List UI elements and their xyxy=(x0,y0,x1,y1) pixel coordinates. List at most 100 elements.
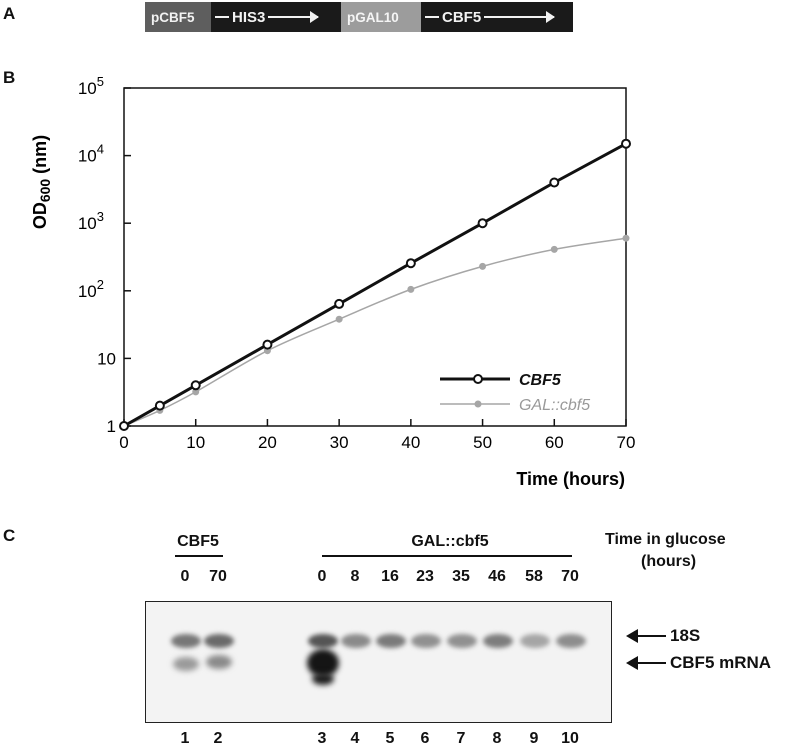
y-tick-label: 104 xyxy=(78,142,104,166)
arrow-right-icon xyxy=(484,11,556,23)
plot-frame xyxy=(123,87,627,427)
data-point-gal-cbf5 xyxy=(550,245,558,253)
lane-number: 8 xyxy=(492,730,502,747)
x-tick-label: 20 xyxy=(258,433,277,452)
lane-number: 3 xyxy=(317,730,327,747)
panel-label-b: B xyxy=(3,68,16,87)
chart-series xyxy=(119,138,631,431)
band-18s xyxy=(341,634,371,648)
x-tick-label: 0 xyxy=(119,433,128,452)
data-point-cbf5 xyxy=(549,177,560,188)
time-in-glucose-label: Time in glucose xyxy=(605,531,726,548)
marker-18s-label: 18S xyxy=(670,626,701,645)
band-18s xyxy=(483,634,513,648)
data-point-cbf5 xyxy=(405,258,416,269)
gene-cbf5: CBF5 xyxy=(421,2,573,32)
time-units-label: (hours) xyxy=(641,553,697,570)
arrow-right-icon xyxy=(268,11,320,23)
group-line-cbf5 xyxy=(175,555,223,557)
time-label: 16 xyxy=(381,568,399,585)
group-label-cbf5: CBF5 xyxy=(177,533,219,550)
chart-axes: 0 10 20 30 40 50 60 70 1 10 102 103 104 105 xyxy=(78,74,636,452)
data-point-cbf5 xyxy=(262,339,273,350)
band-18s xyxy=(308,634,338,648)
y-tick-label: 102 xyxy=(78,277,104,301)
x-tick-label: 50 xyxy=(473,433,492,452)
band-18s xyxy=(411,634,441,648)
lane-number: 4 xyxy=(350,730,360,747)
y-tick-label: 103 xyxy=(78,209,104,233)
promoter-pgal10: pGAL10 xyxy=(341,2,421,32)
legend-label: GAL::cbf5 xyxy=(519,397,590,414)
lane-number: 5 xyxy=(385,730,395,747)
group-line-gal-cbf5 xyxy=(322,555,572,557)
promoter-pcbf5: pCBF5 xyxy=(145,2,211,32)
lane-number: 6 xyxy=(420,730,430,747)
time-label: 70 xyxy=(561,568,579,585)
data-point-gal-cbf5 xyxy=(622,234,630,242)
band-18s xyxy=(447,634,477,648)
lane-number: 7 xyxy=(456,730,466,747)
band-18s xyxy=(376,634,406,648)
time-label: 58 xyxy=(525,568,543,585)
lane-number: 1 xyxy=(180,730,190,747)
legend-marker xyxy=(474,400,482,408)
x-tick-label: 60 xyxy=(545,433,564,452)
x-tick-label: 40 xyxy=(401,433,420,452)
data-point-cbf5 xyxy=(477,218,488,229)
data-point-cbf5 xyxy=(621,138,631,149)
x-axis-label: Time (hours) xyxy=(516,469,625,489)
dash-line xyxy=(215,16,229,18)
gene-construct: pCBF5 HIS3 pGAL10 CBF5 xyxy=(145,2,573,32)
band-18s xyxy=(204,634,234,648)
time-label: 35 xyxy=(452,568,470,585)
y-tick-label: 1 xyxy=(107,417,116,436)
time-label: 70 xyxy=(209,568,227,585)
data-point-cbf5 xyxy=(334,298,345,309)
time-label: 0 xyxy=(180,568,190,585)
band-cbf5-mrna xyxy=(206,655,232,669)
data-point-gal-cbf5 xyxy=(335,315,343,323)
data-point-gal-cbf5 xyxy=(192,388,200,396)
band-cbf5-mrna xyxy=(173,657,199,671)
gene-his3-label: HIS3 xyxy=(232,8,266,26)
group-label-gal-cbf5: GAL::cbf5 xyxy=(411,533,489,550)
time-label: 23 xyxy=(416,568,434,585)
x-tick-label: 70 xyxy=(617,433,636,452)
arrow-left-icon xyxy=(626,629,666,643)
data-point-gal-cbf5 xyxy=(479,262,487,270)
band-18s xyxy=(556,634,586,648)
y-tick-label: 10 xyxy=(97,349,116,368)
marker-cbf5-mrna-label: CBF5 mRNA xyxy=(670,653,772,672)
data-point-cbf5 xyxy=(190,380,201,391)
data-point-cbf5 xyxy=(154,400,165,411)
time-label: 0 xyxy=(317,568,327,585)
lane-number: 2 xyxy=(213,730,223,747)
gene-his3: HIS3 xyxy=(211,2,341,32)
gene-cbf5-label: CBF5 xyxy=(442,8,482,26)
band-cbf5-mrna xyxy=(307,649,339,677)
lane-number: 10 xyxy=(561,730,579,747)
marker-18s: 18S xyxy=(626,626,701,646)
band-18s xyxy=(520,634,550,648)
lane-number: 9 xyxy=(529,730,539,747)
panel-label-c: C xyxy=(3,526,16,545)
marker-cbf5-mrna: CBF5 mRNA xyxy=(626,653,772,673)
time-label: 46 xyxy=(488,568,506,585)
band-cbf5-mrna xyxy=(312,673,334,685)
arrow-left-icon xyxy=(626,656,666,670)
time-label: 8 xyxy=(350,568,360,585)
legend-label: CBF5 xyxy=(519,372,562,389)
legend-marker xyxy=(473,374,483,384)
northern-blot xyxy=(145,601,612,723)
data-point-cbf5 xyxy=(119,421,129,431)
x-tick-label: 10 xyxy=(186,433,205,452)
band-18s xyxy=(171,634,201,648)
dash-line xyxy=(425,16,439,18)
x-tick-label: 30 xyxy=(330,433,349,452)
y-tick-label: 105 xyxy=(78,74,104,98)
panel-label-a: A xyxy=(3,4,16,23)
data-point-gal-cbf5 xyxy=(407,285,415,293)
